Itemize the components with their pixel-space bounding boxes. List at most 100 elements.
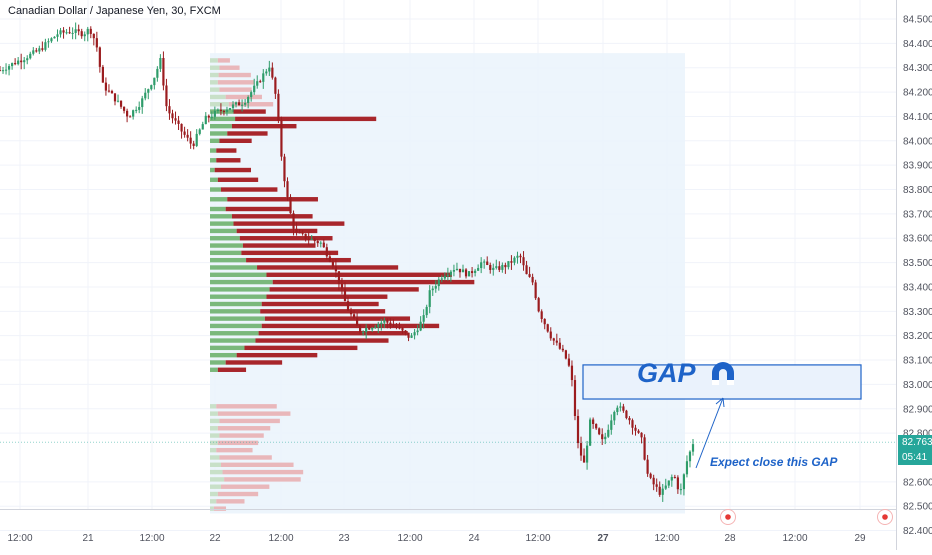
candle-body xyxy=(582,455,586,463)
volume-profile-bar-up xyxy=(210,65,220,70)
candle-body xyxy=(135,109,138,111)
candle-body xyxy=(428,290,431,307)
volume-profile-bar-down xyxy=(218,72,251,78)
candle-body xyxy=(371,328,374,330)
candle-body xyxy=(92,33,95,39)
candle-body xyxy=(101,66,104,83)
volume-profile-bar-up xyxy=(210,158,217,163)
x-tick-label: 24 xyxy=(468,533,480,544)
candle-body xyxy=(35,50,38,52)
candle-body xyxy=(192,143,195,146)
candle-body xyxy=(534,282,537,299)
volume-profile-bar-down xyxy=(216,158,241,163)
volume-profile-bar-down xyxy=(222,469,304,475)
volume-profile-bar-down xyxy=(217,367,247,372)
volume-profile-bar-up xyxy=(210,116,236,122)
candle-body xyxy=(622,406,625,411)
candle-body xyxy=(407,332,410,338)
volume-profile-bar-down xyxy=(219,418,280,424)
volume-profile-bar-down xyxy=(261,323,440,329)
candle-body xyxy=(540,311,543,319)
candle-body xyxy=(183,131,186,135)
candle-body xyxy=(410,335,413,338)
volume-profile-bar-up xyxy=(210,506,214,511)
candle-body xyxy=(189,137,192,144)
volume-profile-bar-down xyxy=(228,102,274,107)
candle-body xyxy=(53,36,56,39)
volume-profile-bar-down xyxy=(219,433,264,438)
candle-body xyxy=(234,102,238,105)
candle-body xyxy=(325,247,328,257)
candle-body xyxy=(150,85,153,90)
candle-body xyxy=(289,196,292,214)
candle-body xyxy=(401,327,404,331)
volume-profile-bar-down xyxy=(244,345,358,351)
candle-body xyxy=(346,301,350,311)
volume-profile-bar-down xyxy=(231,214,313,219)
volume-profile-bar-up xyxy=(210,197,228,202)
candle-body xyxy=(265,71,268,74)
candle-body xyxy=(613,412,616,421)
candle-body xyxy=(643,437,646,460)
x-tick-label: 29 xyxy=(854,533,866,544)
candle-body xyxy=(604,436,607,440)
y-tick-label: 83.400 xyxy=(903,282,932,293)
candle-body xyxy=(607,429,610,437)
candle-body xyxy=(274,77,277,94)
candle-body xyxy=(458,268,462,273)
candle-body xyxy=(655,484,658,487)
y-tick-label: 84.200 xyxy=(903,88,932,99)
volume-profile-bar-down xyxy=(217,426,271,431)
candle-body xyxy=(649,473,652,478)
candle-body xyxy=(628,418,631,421)
candle-body xyxy=(247,97,250,103)
candle-body xyxy=(331,261,334,267)
candle-body xyxy=(592,419,595,424)
volume-profile-bar-down xyxy=(258,331,408,336)
volume-profile-bar-down xyxy=(227,131,268,136)
candle-body xyxy=(398,327,401,329)
candle-body xyxy=(474,270,477,273)
volume-profile-bar-up xyxy=(210,367,218,372)
candle-body xyxy=(449,271,453,275)
candle-body xyxy=(343,288,347,302)
candle-body xyxy=(510,261,513,263)
volume-profile-bar-up xyxy=(210,214,232,219)
candle-body xyxy=(564,350,567,359)
candle-body xyxy=(470,271,474,273)
volume-profile-bar-down xyxy=(219,138,252,143)
y-tick-label: 83.100 xyxy=(903,356,932,367)
candle-body xyxy=(404,330,407,333)
volume-profile-bar-down xyxy=(242,243,316,248)
candle-body xyxy=(316,241,319,244)
candle-body xyxy=(528,274,531,277)
candle-body xyxy=(138,107,141,110)
volume-profile-bar-down xyxy=(260,309,386,314)
candle-body xyxy=(377,324,380,328)
candle-body xyxy=(298,232,301,234)
gap-note-label: Expect close this GAP xyxy=(710,455,838,469)
candle-body xyxy=(32,50,35,54)
y-tick-label: 82.600 xyxy=(903,477,932,488)
candle-body xyxy=(280,120,283,157)
candle-body xyxy=(616,407,619,413)
candle-body xyxy=(29,53,32,59)
volume-profile-bar-down xyxy=(272,279,475,285)
volume-profile-bar-down xyxy=(216,447,253,453)
volume-profile-bar-down xyxy=(217,80,255,85)
volume-profile-bar-up xyxy=(210,80,218,85)
candle-body xyxy=(531,276,534,283)
candle-body xyxy=(65,32,68,34)
candle-body xyxy=(295,228,298,233)
candle-body xyxy=(579,443,583,456)
volume-profile-bar-down xyxy=(255,338,389,343)
y-tick-label: 84.400 xyxy=(903,39,932,50)
candle-body xyxy=(268,67,271,72)
x-tick-label: 12:00 xyxy=(397,533,422,544)
candle-body xyxy=(483,261,486,263)
candle-body xyxy=(392,325,395,327)
candle-body xyxy=(253,85,256,93)
candle-body xyxy=(283,156,286,182)
